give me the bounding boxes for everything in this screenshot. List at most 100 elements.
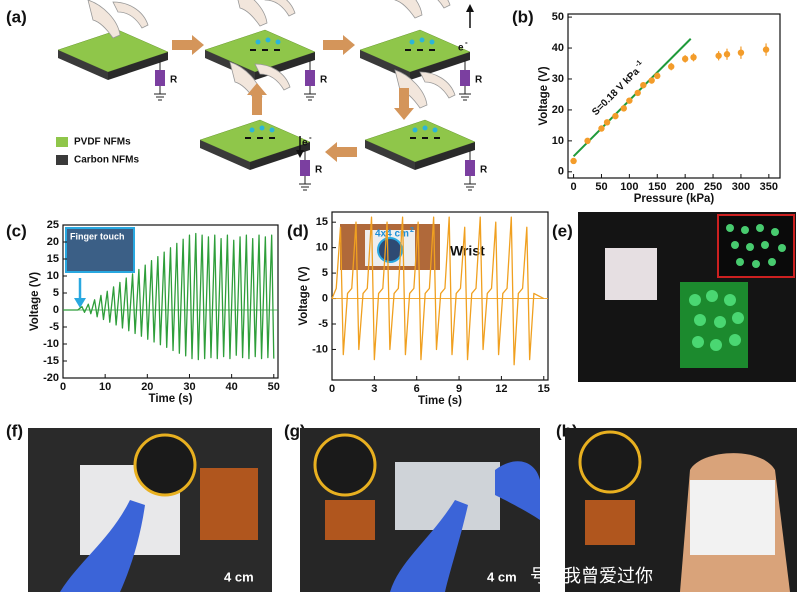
- y-tick-label: 10: [552, 135, 564, 147]
- panel-label: (e): [552, 221, 573, 240]
- x-tick-label: 0: [571, 181, 577, 193]
- resistor-label: R: [315, 165, 323, 176]
- data-point: [654, 72, 661, 80]
- data-point: [626, 97, 633, 104]
- x-tick-label: 10: [99, 381, 111, 393]
- legend-label: PVDF NFMs: [74, 137, 131, 148]
- data-point: [598, 125, 605, 132]
- y-tick-label: 30: [552, 73, 564, 85]
- scale-bar-label: 4 cm: [224, 569, 254, 584]
- y-tick-label: 0: [53, 304, 59, 316]
- y-tick-label: 5: [322, 267, 328, 279]
- annotation: S=0.18 V kPa: [590, 66, 642, 118]
- resistor-label: R: [170, 75, 178, 86]
- y-tick-label: 15: [47, 253, 59, 265]
- y-tick-label: 20: [47, 236, 59, 248]
- data-point: [634, 89, 641, 97]
- arrow-head: [74, 298, 86, 308]
- photo: [300, 428, 540, 592]
- x-tick-label: 0: [329, 383, 335, 395]
- y-tick-label: 50: [552, 11, 564, 23]
- plot-frame: [62, 224, 279, 379]
- data-point: [681, 55, 689, 63]
- y-tick-label: 40: [552, 42, 564, 54]
- y-tick-label: 5: [53, 287, 59, 299]
- resistor-label: R: [475, 75, 483, 86]
- y-tick-label: 25: [47, 219, 59, 231]
- x-tick-label: 9: [456, 383, 462, 395]
- y-tick-label: -15: [43, 355, 59, 367]
- y-tick-label: 20: [552, 104, 564, 116]
- x-tick-label: 40: [226, 381, 238, 393]
- x-tick-label: 150: [648, 181, 666, 193]
- watermark: 号 / 我曾爱过你: [530, 566, 653, 586]
- panel-label: (a): [6, 7, 27, 26]
- x-tick-label: 50: [595, 181, 607, 193]
- y-tick-label: 10: [47, 270, 59, 282]
- legend-label: Carbon NFMs: [74, 155, 139, 166]
- data-point: [612, 112, 619, 120]
- y-tick-label: 10: [316, 242, 328, 254]
- x-tick-label: 6: [414, 383, 420, 395]
- electron-sup: -: [309, 133, 312, 142]
- x-tick-label: 100: [620, 181, 638, 193]
- data-point: [737, 49, 745, 56]
- x-axis-title: Pressure (kPa): [634, 193, 715, 205]
- x-tick-label: 20: [141, 381, 153, 393]
- y-tick-label: 15: [316, 216, 328, 228]
- data-point: [603, 119, 611, 126]
- x-tick-label: 50: [268, 381, 280, 393]
- panel-label: (b): [512, 7, 534, 26]
- resistor-label: R: [480, 165, 488, 176]
- data-point: [570, 157, 577, 165]
- x-axis-title: Time (s): [418, 395, 462, 407]
- y-axis-title: Voltage (V): [298, 266, 310, 325]
- electron-sup: -: [465, 38, 468, 47]
- x-tick-label: 0: [60, 381, 66, 393]
- schematic: [56, 0, 477, 191]
- inset-photo: [65, 227, 135, 273]
- fit-line: [572, 38, 692, 158]
- y-tick-label: 0: [322, 292, 328, 304]
- y-tick-label: 0: [558, 166, 564, 178]
- panel-label: (d): [287, 221, 309, 240]
- photo: [578, 212, 796, 382]
- data-point: [640, 81, 647, 89]
- x-tick-label: 300: [732, 181, 750, 193]
- inset-sup: 2: [410, 227, 414, 234]
- series-line: [63, 232, 275, 361]
- electron-label: e: [458, 43, 464, 54]
- data-point: [668, 63, 675, 70]
- data-point: [648, 77, 655, 84]
- y-tick-label: -10: [312, 343, 328, 355]
- inset-sensor: [377, 237, 403, 263]
- inset-label: Wrist: [450, 243, 485, 259]
- x-tick-label: 15: [538, 383, 550, 395]
- panel-label: (f): [6, 421, 23, 440]
- x-tick-label: 200: [676, 181, 694, 193]
- inset-label: Finger touch: [70, 231, 125, 241]
- annotation-sup: -1: [634, 59, 643, 68]
- x-axis-title: Time (s): [149, 393, 193, 405]
- data-point: [690, 54, 697, 61]
- x-tick-label: 12: [495, 383, 507, 395]
- x-tick-label: 30: [183, 381, 195, 393]
- y-tick-label: -5: [49, 321, 59, 333]
- data-point: [620, 105, 627, 112]
- plot-frame: [567, 13, 781, 179]
- resistor-label: R: [320, 75, 328, 86]
- y-tick-label: -10: [43, 338, 59, 350]
- photo: [28, 428, 272, 592]
- data-point: [723, 51, 731, 58]
- data-point: [715, 52, 722, 59]
- plot-frame: [331, 211, 549, 381]
- data-point: [584, 137, 591, 145]
- inset-label: 4x4 cm: [375, 229, 409, 240]
- x-tick-label: 350: [760, 181, 778, 193]
- electron-label: e: [302, 138, 308, 149]
- y-axis-title: Voltage (V): [29, 272, 41, 331]
- y-axis-title: Voltage (V): [538, 66, 550, 125]
- series-line: [331, 216, 545, 366]
- scale-bar-label: 4 cm: [487, 569, 517, 584]
